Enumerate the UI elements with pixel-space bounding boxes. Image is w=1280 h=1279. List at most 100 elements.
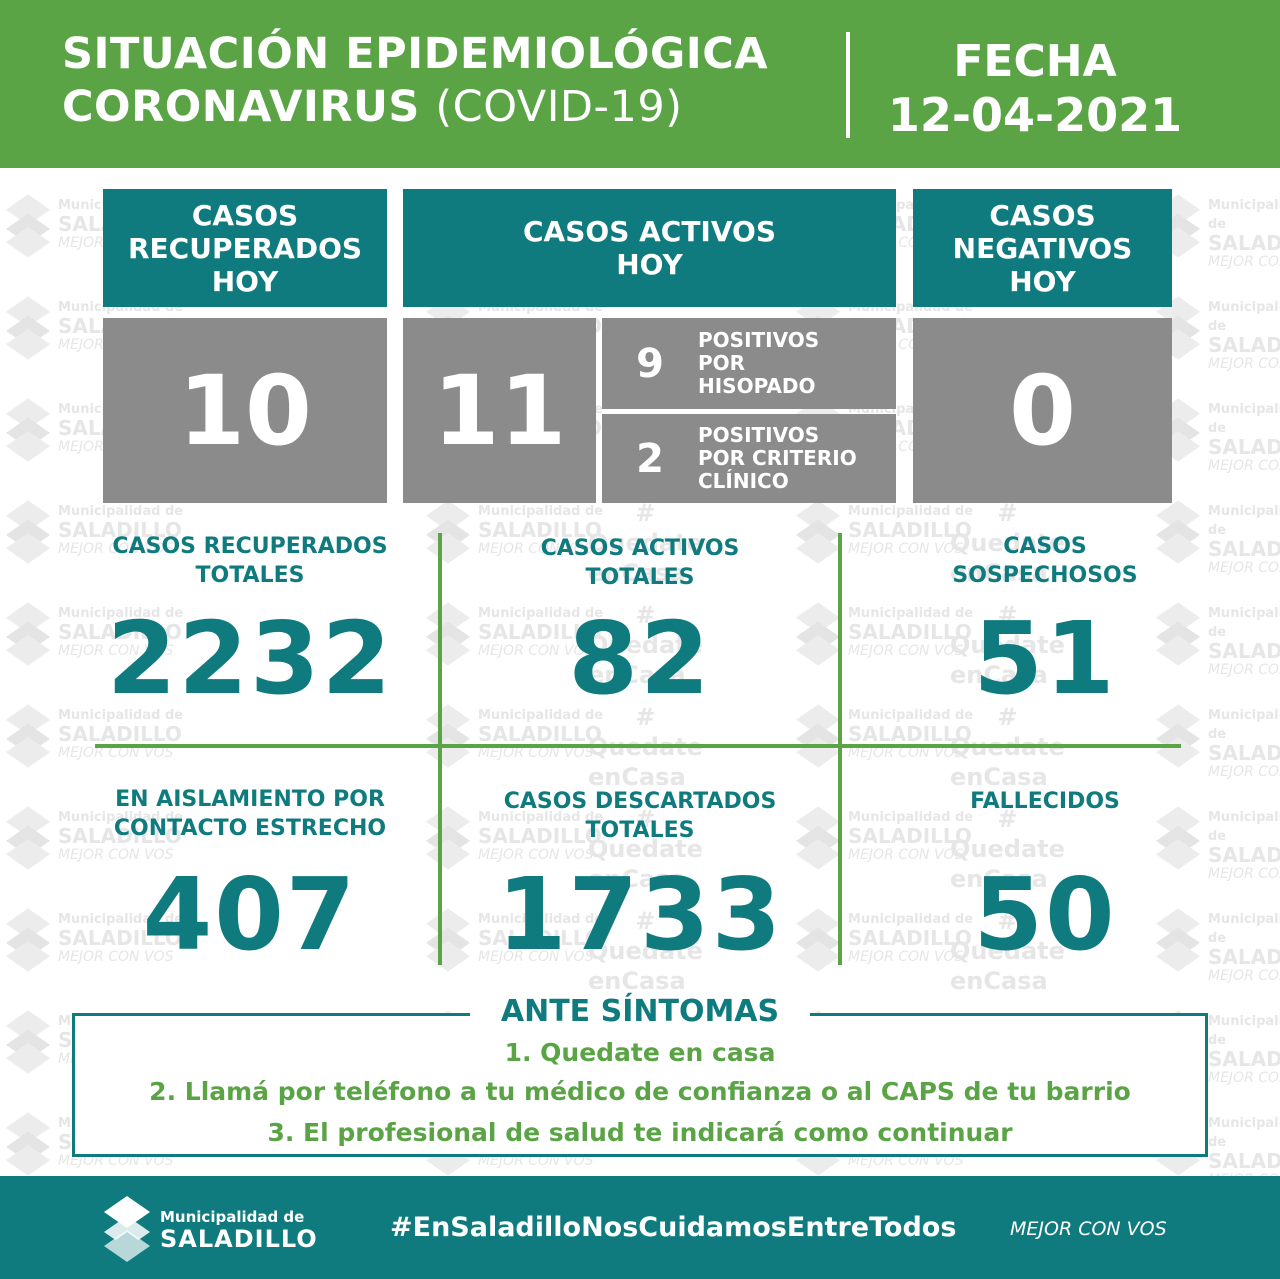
active-breakdown-clinical: 2 POSITIVOS POR CRITERIO CLÍNICO: [602, 414, 896, 503]
grid-line-v2: [838, 533, 842, 965]
swab-label-3: HISOPADO: [698, 374, 816, 398]
watermark-logo-icon: [796, 806, 840, 870]
active-breakdown-swab: 9 POSITIVOS POR HISOPADO: [602, 318, 896, 409]
watermark-logo-icon: [426, 602, 470, 666]
watermark-logo-icon: [1156, 602, 1200, 666]
grid-line-h: [95, 744, 1181, 748]
total-active-label-2: TOTALES: [585, 565, 695, 590]
isolation-value: 407: [142, 856, 358, 973]
watermark-logo-icon: [1156, 806, 1200, 870]
watermark-logo-icon: [6, 1010, 50, 1074]
watermark-logo-icon: [6, 398, 50, 462]
watermark-logo-icon: [6, 1112, 50, 1176]
watermark-logo-icon: [6, 704, 50, 768]
recovered-today-header: CASOS RECUPERADOS HOY: [103, 189, 387, 307]
suspected-value: 51: [973, 600, 1117, 717]
total-recovered-label-2: TOTALES: [195, 563, 305, 588]
active-today-header: CASOS ACTIVOS HOY: [403, 189, 896, 307]
swab-value: 9: [636, 340, 664, 387]
negative-today-label-2: NEGATIVOS: [952, 231, 1133, 265]
title-line-2: CORONAVIRUS (COVID-19): [62, 81, 768, 134]
discarded-label-2: TOTALES: [585, 818, 695, 843]
footer-muni-line1: Municipalidad de: [160, 1208, 305, 1226]
watermark-logo-icon: [6, 194, 50, 258]
watermark-logo-icon: [6, 908, 50, 972]
suspected-label-1: CASOS: [1003, 534, 1087, 559]
clinical-label-2: POR CRITERIO: [698, 446, 857, 470]
isolation-label-2: CONTACTO ESTRECHO: [113, 816, 387, 841]
symptoms-title: ANTE SÍNTOMAS: [470, 992, 810, 1032]
date-value: 12-04-2021: [887, 88, 1183, 142]
footer-bar: [0, 1176, 1280, 1279]
title-coronavirus: CORONAVIRUS: [62, 82, 420, 132]
deaths-value: 50: [973, 856, 1117, 973]
active-today-value: 11: [432, 354, 567, 467]
watermark-logo-icon: [1156, 500, 1200, 564]
discarded-label-1: CASOS DESCARTADOS: [503, 789, 777, 814]
recovered-today-label-2: RECUPERADOS: [127, 231, 363, 265]
page-title: SITUACIÓN EPIDEMIOLÓGICA CORONAVIRUS (CO…: [62, 28, 768, 134]
recovered-today-box: 10: [103, 318, 387, 503]
clinical-label-3: CLÍNICO: [698, 469, 789, 493]
active-today-label-1: CASOS ACTIVOS: [523, 215, 776, 248]
recovered-today-label-3: HOY: [211, 264, 279, 298]
suspected-label: CASOS SOSPECHOSOS: [850, 532, 1240, 590]
clinical-label-1: POSITIVOS: [698, 423, 820, 447]
isolation-label: EN AISLAMIENTO POR CONTACTO ESTRECHO: [60, 785, 440, 843]
total-active-value: 82: [568, 600, 712, 717]
grid-line-v1: [438, 533, 442, 965]
symptoms-step-3: 3. El profesional de salud te indicará c…: [267, 1118, 1013, 1147]
watermark-logo-icon: [796, 500, 840, 564]
watermark-logo-icon: [6, 500, 50, 564]
negative-today-label-3: HOY: [1009, 264, 1076, 298]
total-active-label: CASOS ACTIVOS TOTALES: [450, 534, 830, 592]
title-covid: (COVID-19): [435, 82, 683, 132]
swab-label-1: POSITIVOS: [698, 328, 820, 352]
saladillo-logo-icon: [104, 1196, 150, 1262]
watermark-logo-icon: [426, 908, 470, 972]
footer-muni-line2: SALADILLO: [160, 1225, 318, 1253]
header-bar: [0, 0, 1280, 168]
isolation-label-1: EN AISLAMIENTO POR: [115, 787, 385, 812]
watermark-logo-icon: [426, 500, 470, 564]
watermark-logo-icon: [796, 602, 840, 666]
discarded-value: 1733: [496, 856, 784, 973]
negative-today-value: 0: [1009, 354, 1076, 467]
swab-label: POSITIVOS POR HISOPADO: [698, 329, 819, 398]
total-active-label-1: CASOS ACTIVOS: [540, 536, 740, 561]
suspected-label-2: SOSPECHOSOS: [952, 563, 1138, 588]
discarded-label: CASOS DESCARTADOS TOTALES: [450, 787, 830, 845]
date-label: FECHA: [953, 36, 1117, 87]
clinical-label: POSITIVOS POR CRITERIO CLÍNICO: [698, 424, 857, 493]
total-recovered-value: 2232: [106, 600, 394, 717]
title-line-1: SITUACIÓN EPIDEMIOLÓGICA: [62, 29, 769, 79]
watermark-logo-icon: [6, 602, 50, 666]
clinical-value: 2: [636, 435, 664, 482]
